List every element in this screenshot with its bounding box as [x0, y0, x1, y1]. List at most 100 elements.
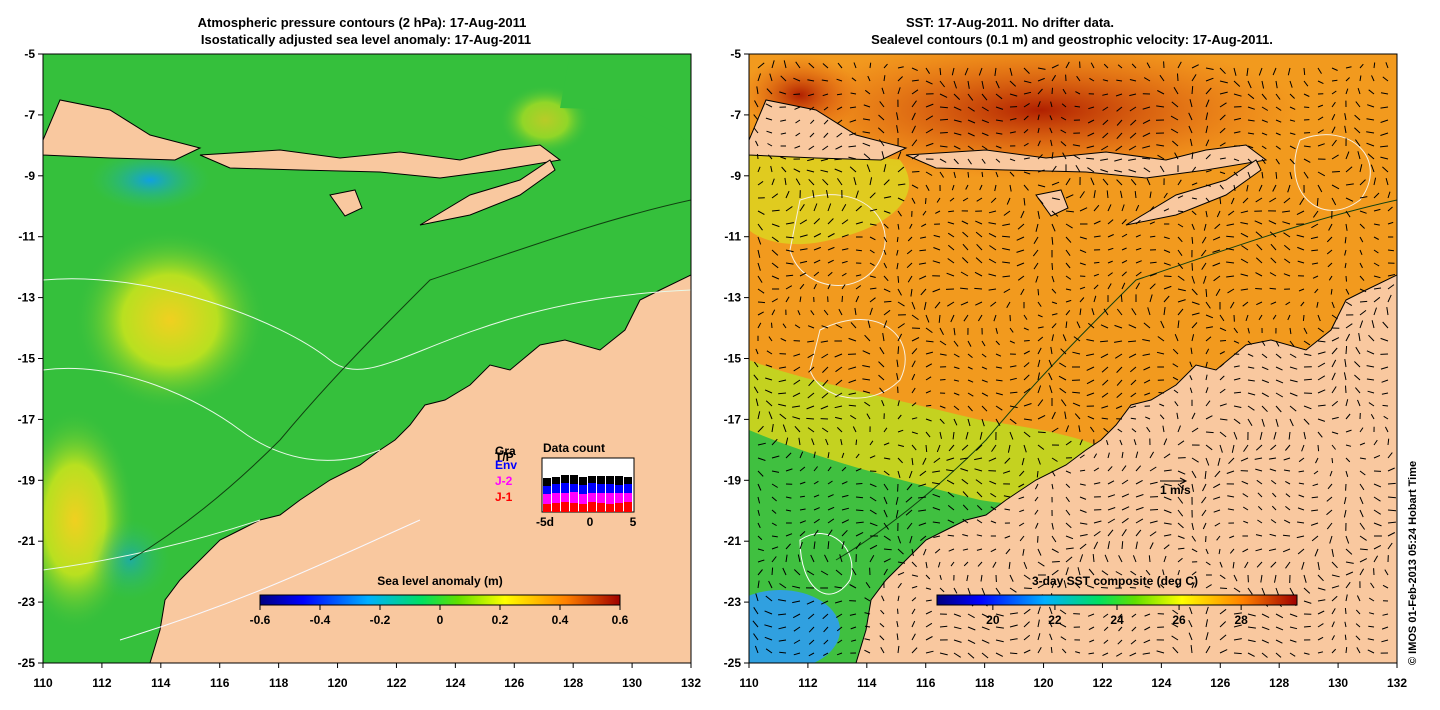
- velocity-arrow: [1160, 320, 1165, 329]
- velocity-arrow: [1163, 192, 1168, 199]
- velocity-arrow: [809, 106, 815, 111]
- velocity-arrow: [1345, 561, 1354, 564]
- data-count-bar: [615, 493, 623, 503]
- velocity-arrow: [1142, 119, 1151, 125]
- velocity-arrow: [1285, 480, 1291, 485]
- velocity-arrow: [1190, 645, 1193, 654]
- velocity-arrow: [1345, 288, 1350, 295]
- velocity-arrow: [821, 427, 829, 433]
- velocity-arrow: [849, 119, 857, 123]
- velocity-arrow: [946, 479, 955, 485]
- velocity-arrow: [967, 418, 971, 427]
- velocity-arrow: [1384, 426, 1389, 433]
- velocity-arrow: [780, 119, 787, 122]
- velocity-arrow: [1259, 431, 1263, 440]
- velocity-arrow: [821, 325, 829, 329]
- velocity-arrow: [1261, 158, 1266, 164]
- y-tick-label: -7: [24, 108, 35, 122]
- data-count-bar: [624, 502, 632, 512]
- velocity-arrow: [836, 132, 843, 138]
- data-count-bar: [588, 502, 596, 512]
- velocity-arrow: [1298, 288, 1305, 292]
- velocity-arrow: [1213, 275, 1221, 282]
- velocity-arrow: [1177, 210, 1184, 213]
- velocity-arrow: [1240, 288, 1249, 291]
- velocity-arrow: [827, 452, 830, 459]
- velocity-arrow: [967, 366, 973, 370]
- velocity-arrow: [869, 555, 875, 563]
- x-tick-label: 112: [92, 676, 112, 690]
- x-tick-label: 114: [151, 676, 171, 690]
- x-tick-label: 112: [798, 676, 818, 690]
- velocity-arrow: [953, 327, 956, 336]
- velocity-arrow: [1233, 391, 1242, 394]
- velocity-arrow: [1303, 327, 1308, 335]
- velocity-arrow: [1170, 128, 1179, 134]
- velocity-arrow: [1023, 91, 1032, 95]
- velocity-arrow: [1093, 273, 1100, 277]
- velocity-arrow: [855, 531, 864, 537]
- velocity-arrow: [1331, 400, 1339, 407]
- velocity-arrow: [925, 418, 932, 422]
- colorbar-tick-label: 26: [1172, 613, 1186, 627]
- velocity-arrow: [1255, 197, 1263, 203]
- velocity-arrow: [1133, 439, 1137, 446]
- velocity-arrow: [1065, 288, 1072, 291]
- velocity-arrow: [1009, 67, 1013, 76]
- velocity-arrow: [1357, 87, 1361, 95]
- velocity-arrow: [989, 480, 997, 485]
- velocity-arrow: [1317, 404, 1326, 407]
- velocity-arrow: [855, 453, 860, 459]
- velocity-arrow: [827, 518, 835, 524]
- velocity-arrow: [1189, 375, 1193, 381]
- velocity-arrow: [1269, 272, 1277, 277]
- velocity-arrow: [778, 626, 787, 630]
- velocity-arrow: [883, 470, 890, 476]
- velocity-arrow: [1177, 557, 1183, 563]
- velocity-arrow: [1205, 169, 1212, 173]
- velocity-arrow: [1093, 284, 1099, 290]
- velocity-arrow: [883, 558, 891, 563]
- velocity-arrow: [1177, 569, 1180, 576]
- velocity-arrow: [851, 568, 857, 576]
- velocity-arrow: [1287, 314, 1291, 321]
- velocity-arrow: [1261, 613, 1270, 619]
- velocity-arrow: [757, 442, 766, 446]
- y-tick-label: -21: [18, 534, 36, 548]
- velocity-arrow: [785, 296, 790, 303]
- velocity-arrow: [883, 249, 887, 255]
- geostrophic-velocity-field: [752, 60, 1397, 659]
- velocity-arrow: [911, 197, 916, 204]
- velocity-arrow: [1317, 67, 1322, 74]
- velocity-arrow: [1303, 340, 1311, 346]
- velocity-arrow: [1233, 80, 1241, 87]
- velocity-arrow: [1302, 314, 1305, 321]
- velocity-arrow: [937, 561, 941, 568]
- velocity-arrow: [792, 392, 801, 398]
- velocity-arrow: [841, 466, 847, 472]
- velocity-arrow: [1354, 127, 1361, 134]
- velocity-arrow: [896, 236, 899, 243]
- velocity-arrow: [1106, 190, 1109, 199]
- velocity-arrow: [768, 580, 773, 589]
- velocity-arrow: [1256, 301, 1263, 306]
- velocity-arrow: [976, 197, 983, 202]
- velocity-arrow: [1130, 405, 1137, 409]
- velocity-arrow: [1103, 639, 1109, 644]
- velocity-arrow: [1385, 177, 1389, 186]
- velocity-arrow: [757, 301, 766, 304]
- velocity-arrow: [835, 366, 843, 373]
- velocity-arrow: [1177, 288, 1186, 292]
- velocity-arrow: [925, 390, 932, 394]
- velocity-arrow: [1367, 649, 1375, 654]
- velocity-arrow: [766, 130, 773, 134]
- velocity-arrow: [1345, 429, 1352, 433]
- velocity-arrow: [1345, 197, 1354, 202]
- velocity-arrow: [827, 233, 835, 238]
- velocity-arrow: [792, 405, 801, 408]
- velocity-arrow: [1051, 152, 1054, 160]
- velocity-arrow: [1289, 327, 1292, 335]
- velocity-arrow: [1037, 140, 1041, 147]
- velocity-arrow: [1219, 91, 1228, 95]
- velocity-arrow: [1219, 431, 1227, 438]
